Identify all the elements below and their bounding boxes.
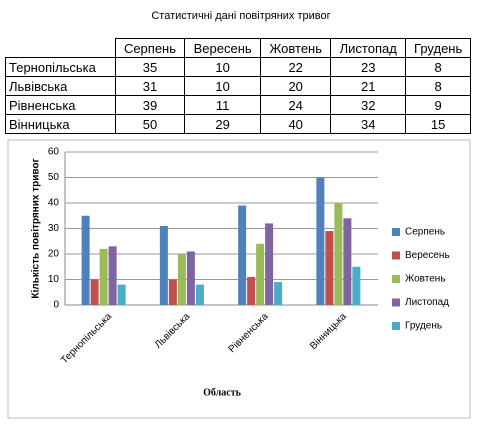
legend-swatch	[392, 228, 400, 236]
bar	[265, 223, 274, 305]
bar	[99, 248, 108, 305]
table-cell: Тернопільська	[5, 57, 116, 77]
y-tick-label: 20	[48, 249, 60, 260]
bar	[238, 205, 247, 305]
bar	[352, 266, 361, 305]
x-tick-label: Вінницька	[308, 311, 349, 352]
bar	[90, 279, 99, 305]
bar	[81, 215, 90, 305]
bar	[274, 282, 283, 305]
bar	[159, 225, 168, 305]
x-tick-label: Рівненська	[227, 311, 271, 355]
x-tick-label: Тернопільська	[59, 311, 114, 366]
bar	[334, 203, 343, 305]
y-tick-label: 60	[48, 147, 60, 158]
y-tick-label: 30	[48, 223, 60, 234]
legend-label: Жовтень	[405, 274, 446, 285]
legend-label: Серпень	[405, 227, 445, 238]
table-cell: 50	[114, 114, 186, 134]
table-cell: 34	[330, 114, 407, 134]
table-cell: Рівненська	[5, 95, 116, 115]
bar	[168, 279, 177, 305]
page-title: Статистичні дані повітряних тривог	[151, 10, 331, 22]
table-cell: 29	[184, 114, 262, 134]
legend-label: Вересень	[405, 250, 450, 261]
bar	[186, 251, 195, 305]
y-tick-label: 50	[48, 172, 60, 183]
bar	[256, 243, 265, 305]
bar	[117, 284, 126, 305]
bar	[316, 177, 325, 305]
table-cell: Львівська	[5, 76, 116, 96]
legend-swatch	[392, 275, 400, 283]
table-cell: 21	[330, 76, 407, 96]
bar	[247, 276, 256, 305]
x-axis-label: Область	[203, 387, 241, 398]
table-row: Львівська 31 10 20 21 8	[5, 76, 471, 96]
bar	[108, 246, 117, 305]
table-row: Рівненська 39 11 24 32 9	[5, 95, 471, 115]
y-tick-label: 0	[53, 300, 59, 311]
table-cell: Вінницька	[5, 114, 116, 134]
table-cell: Вересень	[184, 38, 262, 58]
bar	[343, 218, 352, 305]
table-row: Вінницька 50 29 40 34 15	[5, 114, 471, 134]
bar	[177, 254, 186, 305]
legend-swatch	[392, 251, 400, 260]
legend-swatch	[392, 322, 400, 330]
table-cell: 15	[405, 114, 471, 134]
legend-label: Листопад	[405, 297, 449, 308]
chart-frame	[7, 139, 471, 419]
bar	[195, 284, 204, 305]
bar	[325, 231, 334, 305]
data-table: Серпень Вересень Жовтень Листопад Грудень Тер…	[5, 38, 471, 134]
y-tick-label: 40	[48, 198, 60, 209]
table-cell: Листопад	[330, 38, 407, 58]
legend-swatch	[392, 298, 400, 307]
legend-label: Грудень	[405, 321, 442, 332]
table-cell: Серпень	[114, 38, 186, 58]
table-cell: Грудень	[405, 38, 471, 58]
y-axis-label: Кількість повітряних тривог	[31, 158, 42, 298]
x-tick-label: Львівська	[153, 311, 193, 351]
table-cell: 40	[260, 114, 332, 134]
table-row: Серпень Вересень Жовтень Листопад Грудень	[5, 38, 471, 58]
y-tick-label: 10	[48, 274, 60, 285]
